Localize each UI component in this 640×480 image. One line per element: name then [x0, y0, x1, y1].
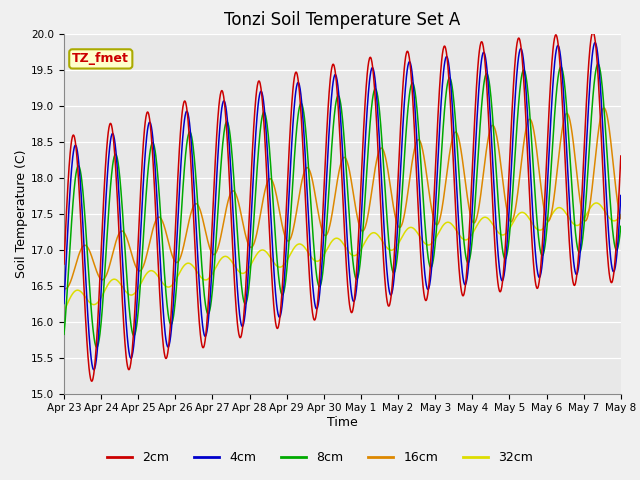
- Legend: 2cm, 4cm, 8cm, 16cm, 32cm: 2cm, 4cm, 8cm, 16cm, 32cm: [102, 446, 538, 469]
- 16cm: [474, 210, 482, 216]
- 16cm: [611, 171, 618, 177]
- 2cm: [328, 63, 336, 69]
- 2cm: [617, 153, 625, 159]
- 4cm: [328, 88, 336, 94]
- 16cm: [317, 226, 325, 231]
- 8cm: [60, 331, 68, 337]
- 8cm: [328, 139, 336, 145]
- 32cm: [593, 200, 600, 206]
- 16cm: [148, 232, 156, 238]
- 16cm: [600, 105, 608, 111]
- Text: TZ_fmet: TZ_fmet: [72, 52, 129, 65]
- 4cm: [90, 367, 97, 372]
- 4cm: [591, 40, 599, 46]
- 8cm: [317, 278, 325, 284]
- 32cm: [317, 256, 325, 262]
- 2cm: [317, 238, 325, 243]
- 4cm: [474, 101, 482, 107]
- Line: 4cm: 4cm: [64, 43, 621, 370]
- Line: 8cm: 8cm: [64, 64, 621, 347]
- Title: Tonzi Soil Temperature Set A: Tonzi Soil Temperature Set A: [224, 11, 461, 29]
- 32cm: [60, 309, 68, 315]
- 2cm: [611, 266, 618, 272]
- 8cm: [617, 223, 625, 229]
- 8cm: [556, 67, 563, 72]
- 2cm: [60, 261, 68, 267]
- 4cm: [611, 268, 618, 274]
- Y-axis label: Soil Temperature (C): Soil Temperature (C): [15, 149, 28, 278]
- 16cm: [617, 216, 625, 221]
- 16cm: [328, 211, 336, 217]
- 2cm: [88, 378, 96, 384]
- 16cm: [60, 286, 68, 291]
- 2cm: [589, 29, 596, 35]
- 32cm: [147, 268, 155, 274]
- 8cm: [93, 344, 100, 350]
- 2cm: [148, 134, 156, 140]
- 32cm: [328, 239, 335, 244]
- Line: 16cm: 16cm: [64, 108, 621, 289]
- 8cm: [594, 61, 602, 67]
- 4cm: [148, 124, 156, 130]
- Line: 2cm: 2cm: [64, 32, 621, 381]
- 32cm: [617, 212, 625, 218]
- 2cm: [474, 63, 482, 69]
- 32cm: [556, 205, 563, 211]
- 32cm: [474, 222, 481, 228]
- X-axis label: Time: Time: [327, 416, 358, 429]
- Line: 32cm: 32cm: [64, 203, 621, 312]
- 4cm: [317, 267, 325, 273]
- 16cm: [61, 286, 69, 292]
- 8cm: [148, 142, 156, 148]
- 4cm: [556, 47, 563, 52]
- 4cm: [60, 300, 68, 306]
- 32cm: [610, 218, 618, 224]
- 2cm: [556, 55, 563, 61]
- 16cm: [556, 147, 563, 153]
- 4cm: [617, 192, 625, 198]
- 8cm: [611, 240, 618, 246]
- 8cm: [474, 156, 482, 162]
